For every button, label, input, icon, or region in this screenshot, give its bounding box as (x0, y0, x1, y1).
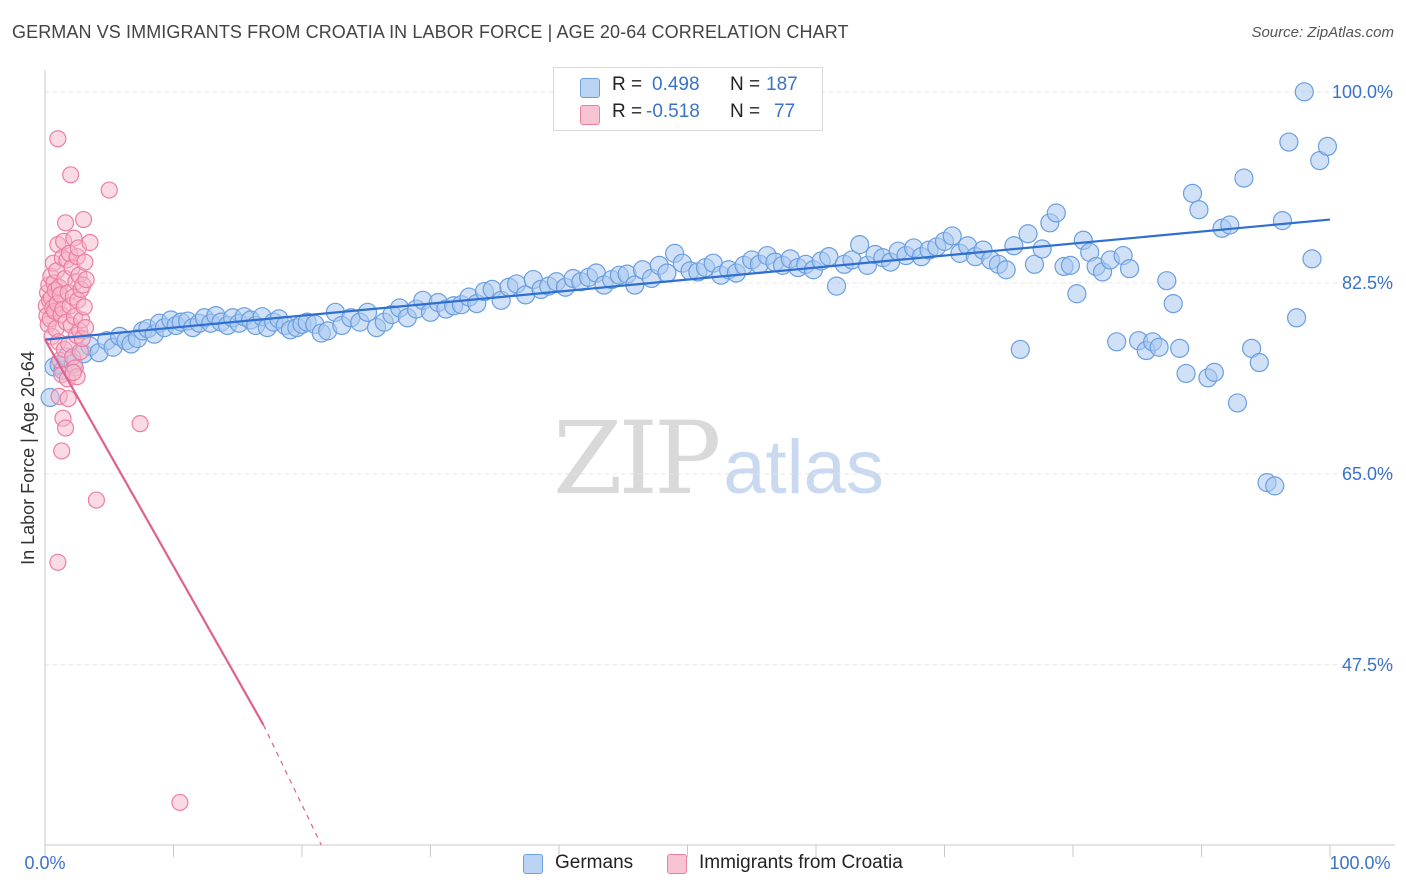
croatia-point (56, 214, 75, 232)
legend-item-germans: Germans (523, 852, 653, 876)
stats-legend: R = 0.498 N = 187 R = -0.518 N = 77 (553, 67, 823, 131)
germans-point (1272, 211, 1293, 231)
croatia-legend-label: Immigrants from Croatia (699, 852, 903, 873)
x-tick-label: 0.0% (24, 853, 65, 873)
x-tick-label: 100.0% (1329, 853, 1390, 873)
n-value: 77 (774, 101, 796, 122)
n-label: N = (730, 74, 761, 95)
germans-point (1046, 203, 1066, 223)
germans-point (1018, 224, 1038, 244)
germans-point (1249, 352, 1269, 373)
y-tick-label: 100.0% (1332, 82, 1393, 102)
croatia-point (74, 210, 93, 229)
n-label: N = (730, 101, 761, 122)
chart-source: Source: ZipAtlas.com (1251, 24, 1394, 41)
n-value: 187 (766, 74, 798, 95)
germans-legend-swatch (523, 854, 543, 874)
germans-point (1279, 132, 1299, 152)
germans-point (1032, 239, 1052, 259)
germans-point (1060, 255, 1081, 275)
trend-lines (44, 218, 1331, 846)
croatia-point (49, 553, 67, 571)
germans-point (1182, 183, 1203, 203)
germans-point (1004, 236, 1024, 256)
r-label: R = (612, 74, 643, 95)
y-axis-label: In Labor Force | Age 20-64 (18, 351, 38, 565)
watermark: ZIPatlas (553, 400, 884, 517)
croatia-point (59, 389, 77, 408)
croatia-point (53, 442, 71, 460)
croatia-point (87, 491, 106, 509)
watermark-atlas: atlas (723, 425, 884, 510)
germans-point (657, 263, 677, 283)
germans-trend-line (44, 218, 1331, 341)
germans-point (1170, 338, 1190, 358)
germans-point (1067, 284, 1087, 304)
croatia-points (37, 130, 189, 812)
germans-points (40, 82, 1338, 496)
croatia-point (131, 415, 149, 433)
germans-point (1176, 363, 1196, 384)
germans-point (1234, 168, 1254, 188)
r-value: 0.498 (652, 74, 700, 95)
germans-point (850, 235, 870, 255)
y-tick-label: 47.5% (1342, 655, 1393, 675)
germans-legend-label: Germans (555, 852, 634, 873)
germans-point (826, 276, 847, 296)
croatia-point (75, 298, 93, 316)
y-tick-label: 82.5% (1342, 273, 1393, 293)
germans-point (1317, 136, 1338, 157)
croatia-swatch (580, 105, 600, 125)
croatia-point (62, 166, 80, 184)
y-tick-label: 65.0% (1342, 464, 1393, 484)
stats-legend-row-germans: R = 0.498 N = 187 (554, 74, 822, 100)
axes (44, 70, 1395, 857)
croatia-point (76, 319, 95, 337)
germans-point (1149, 337, 1169, 357)
germans-point (1157, 271, 1177, 291)
germans-swatch (580, 78, 600, 98)
r-value: -0.518 (646, 101, 700, 122)
croatia-point (77, 270, 95, 289)
germans-point (1302, 249, 1322, 269)
germans-point (357, 302, 378, 322)
stats-legend-row-croatia: R = -0.518 N = 77 (554, 101, 822, 127)
croatia-trend-line (44, 339, 265, 726)
croatia-legend-swatch (667, 854, 687, 874)
r-label: R = (612, 101, 643, 122)
croatia-point (49, 130, 67, 148)
germans-point (1286, 308, 1307, 328)
croatia-point (76, 253, 94, 271)
germans-point (1107, 332, 1127, 352)
germans-point (1024, 254, 1045, 274)
germans-point (1010, 339, 1030, 360)
croatia-point (81, 233, 99, 252)
germans-point (1204, 362, 1224, 382)
croatia-point (171, 793, 189, 812)
germans-point (1119, 259, 1140, 279)
croatia-trend-line-extension (262, 724, 322, 846)
germans-point (1220, 215, 1240, 235)
legend-item-croatia: Immigrants from Croatia (667, 852, 937, 876)
germans-point (1189, 200, 1209, 220)
germans-point (1294, 82, 1314, 102)
germans-point (1163, 293, 1183, 314)
germans-point (996, 260, 1016, 280)
axis-labels: 47.5% 65.0% 82.5% 100.0% 0.0% 100.0% In Labor … (18, 82, 1393, 873)
germans-point (942, 226, 962, 246)
croatia-point (56, 419, 75, 437)
chart-title: GERMAN VS IMMIGRANTS FROM CROATIA IN LAB… (12, 22, 849, 42)
germans-point (1227, 393, 1248, 413)
croatia-point (64, 363, 82, 381)
croatia-point (100, 181, 118, 199)
germans-point (1265, 476, 1285, 496)
watermark-zip: ZIP (553, 400, 721, 517)
